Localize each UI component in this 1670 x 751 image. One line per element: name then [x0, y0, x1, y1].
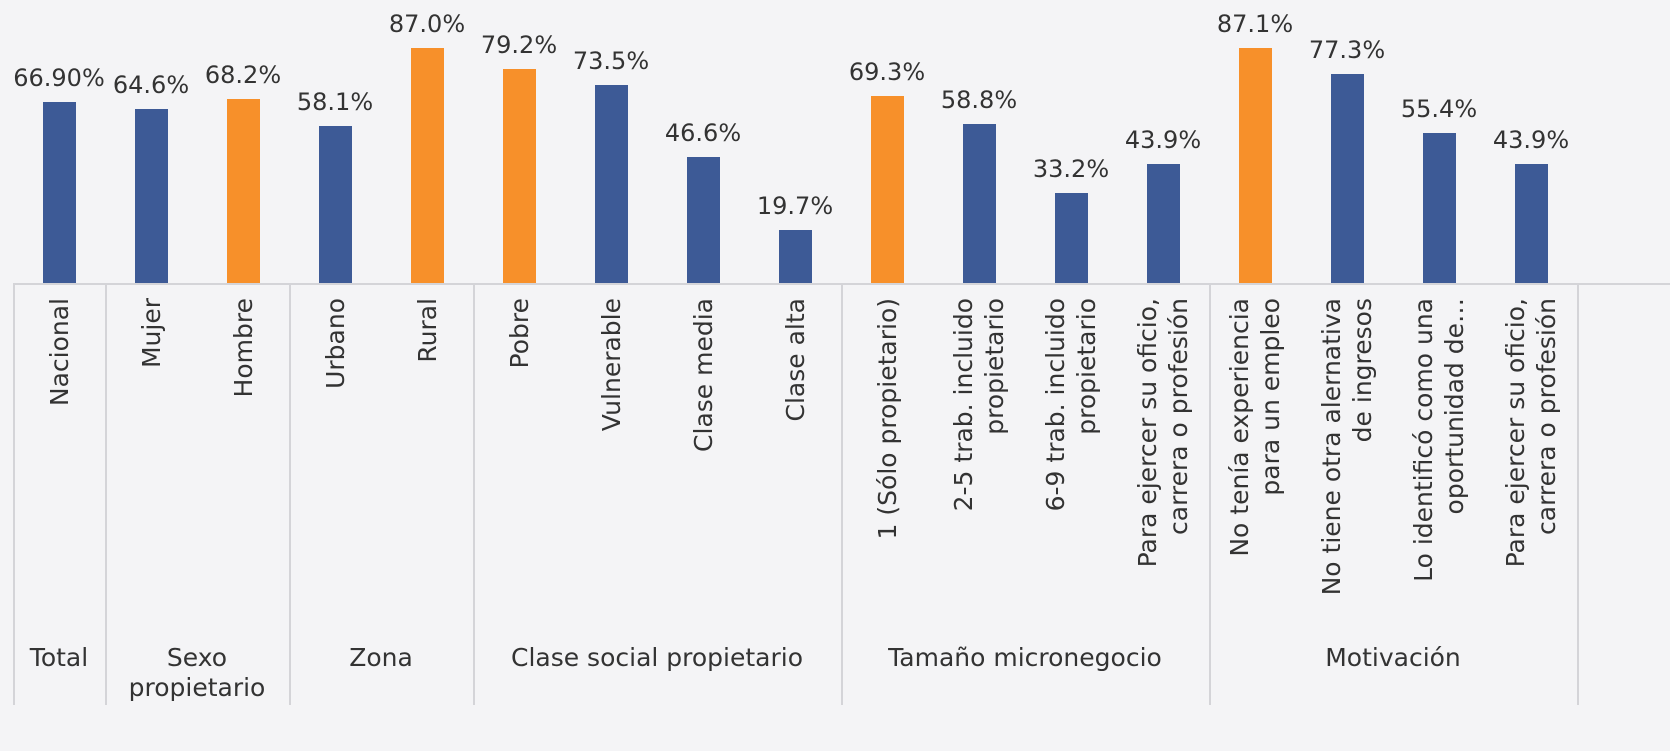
separator — [13, 283, 15, 705]
category-label: Urbano — [320, 298, 350, 389]
category-label: 1 (Sólo propietario) — [872, 298, 902, 540]
value-label: 69.3% — [848, 57, 926, 86]
value-label: 58.1% — [296, 88, 374, 117]
value-label: 64.6% — [112, 70, 190, 99]
value-label: 87.1% — [1216, 9, 1294, 38]
bar — [226, 98, 260, 283]
separator — [1209, 283, 1211, 705]
value-label: 43.9% — [1124, 126, 1202, 155]
separator — [473, 283, 475, 705]
group-label: Clase social propietario — [510, 643, 804, 672]
separator — [1577, 283, 1579, 705]
value-label: 79.2% — [480, 31, 558, 60]
category-label: Pobre — [504, 298, 534, 369]
bar — [870, 95, 904, 283]
value-label: 46.6% — [664, 119, 742, 148]
separator — [841, 283, 843, 705]
value-label: 43.9% — [1492, 126, 1570, 155]
bar — [42, 102, 76, 283]
value-label: 19.7% — [756, 191, 834, 220]
bar — [318, 126, 352, 283]
group-label: Zona — [349, 643, 413, 672]
category-label: Para ejercer su oficio, carrera o profes… — [1501, 298, 1561, 568]
value-label: 58.8% — [940, 86, 1018, 115]
bar — [1330, 74, 1364, 283]
category-label: Nacional — [44, 298, 74, 407]
category-label: No tiene otra alernativa de ingresos — [1317, 298, 1377, 596]
value-label: 87.0% — [388, 10, 466, 39]
bar — [1054, 193, 1088, 283]
group-label: Total — [29, 643, 89, 672]
category-label: Vulnerable — [596, 298, 626, 432]
bar — [1146, 164, 1180, 283]
separator — [105, 283, 107, 705]
bar — [686, 157, 720, 283]
bar — [778, 229, 812, 283]
category-label: Para ejercer su oficio, carrera o profes… — [1133, 298, 1193, 568]
bar — [594, 84, 628, 283]
bar — [1514, 164, 1548, 283]
category-label: Lo identificó como una oportunidad de… — [1409, 298, 1469, 582]
separator — [289, 283, 291, 705]
value-label: 77.3% — [1308, 36, 1386, 65]
value-label: 33.2% — [1032, 155, 1110, 184]
value-label: 66.90% — [13, 64, 105, 93]
category-label: 6-9 trab. incluido propietario — [1041, 298, 1101, 512]
category-label: Clase alta — [780, 298, 810, 422]
category-label: Rural — [412, 298, 442, 363]
category-label: Hombre — [228, 298, 258, 398]
group-label: Sexo propietario — [128, 643, 266, 702]
value-label: 55.4% — [1400, 95, 1478, 124]
group-label: Tamaño micronegocio — [888, 643, 1162, 672]
bar — [410, 48, 444, 283]
category-label: Clase media — [688, 298, 718, 452]
bar — [1238, 47, 1272, 283]
bar — [962, 124, 996, 283]
bar — [134, 108, 168, 283]
category-label: 2-5 trab. incluido propietario — [949, 298, 1009, 512]
bar — [1422, 133, 1456, 283]
group-label: Motivación — [1325, 643, 1461, 672]
value-label: 68.2% — [204, 60, 282, 89]
category-label: No tenía experiencia para un empleo — [1225, 298, 1285, 557]
value-label: 73.5% — [572, 46, 650, 75]
category-label: Mujer — [136, 298, 166, 369]
bar — [502, 69, 536, 283]
